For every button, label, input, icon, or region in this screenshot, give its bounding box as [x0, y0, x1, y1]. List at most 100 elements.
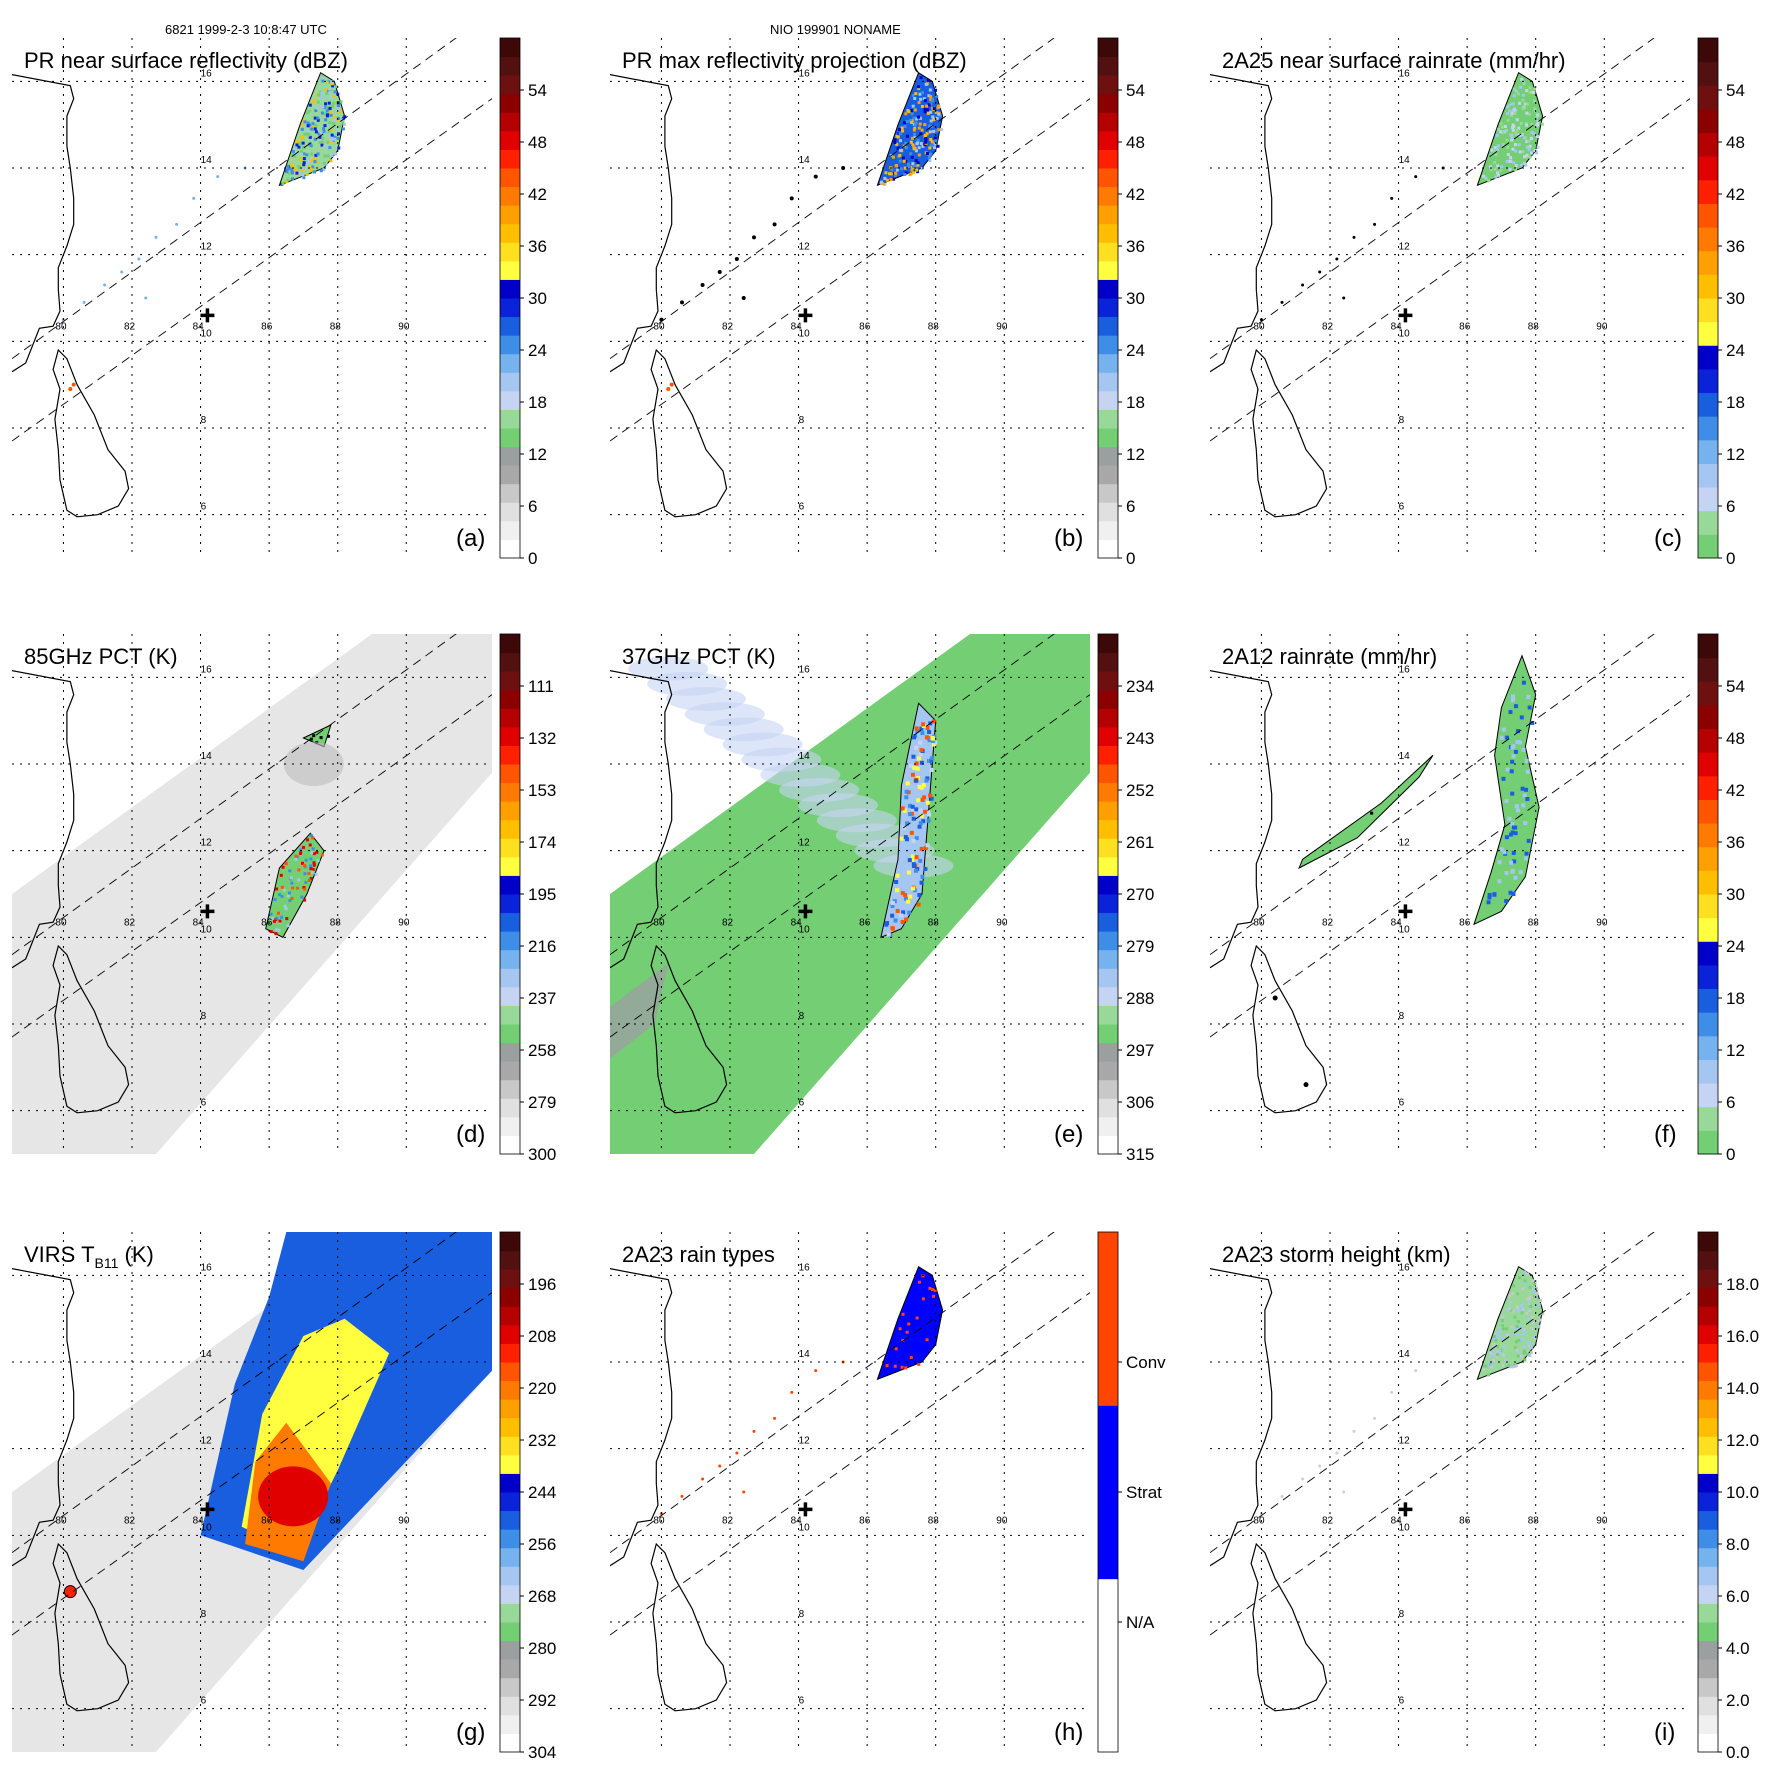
colorbar-segment — [1098, 671, 1118, 691]
colorbar-segment — [1098, 242, 1118, 262]
rain-pixel — [313, 137, 317, 141]
longitude-label: 90 — [996, 917, 1008, 928]
rain-pixel — [328, 91, 332, 95]
rain-pixel — [925, 152, 929, 156]
rain-pixel — [914, 807, 919, 812]
rain-pixel — [290, 162, 294, 166]
rain-pixel — [919, 97, 923, 101]
colorbar-label: 36 — [1726, 237, 1745, 256]
rain-pixel — [1487, 179, 1491, 183]
rain-pixel — [288, 869, 292, 873]
rain-pixel — [1521, 1308, 1525, 1312]
rain-pixel — [1528, 144, 1532, 148]
rain-pixel — [1513, 111, 1517, 115]
colorbar-segment — [1098, 1232, 1118, 1406]
swath-edge-line — [1210, 98, 1690, 442]
rain-pixel — [917, 87, 921, 91]
rain-pixel — [929, 98, 933, 102]
rain-pixel — [903, 896, 908, 901]
longitude-label: 80 — [1253, 1515, 1265, 1526]
rain-pixel — [1509, 133, 1513, 137]
colorbar-segment — [1098, 801, 1118, 821]
rain-pixel — [1535, 151, 1539, 155]
colorbar-segment — [500, 1005, 520, 1025]
colorbar-segment — [500, 634, 520, 654]
rain-pixel — [1504, 835, 1509, 840]
colorbar-segment — [1098, 298, 1118, 318]
rain-pixel — [1528, 1285, 1532, 1289]
rain-pixel — [1524, 163, 1528, 167]
rain-pixel — [1513, 875, 1518, 880]
rain-cell — [735, 1451, 739, 1455]
rain-cell — [701, 1477, 705, 1481]
colorbar-segment — [500, 1492, 520, 1512]
rain-pixel — [908, 812, 913, 817]
rain-pixel — [278, 919, 282, 923]
colorbar-segment — [1098, 1024, 1118, 1044]
colorbar-segment — [1698, 61, 1718, 86]
colorbar-segment — [1698, 85, 1718, 110]
rain-pixel — [309, 144, 313, 148]
rain-pixel — [1528, 155, 1532, 159]
rain-pixel — [885, 921, 890, 926]
rain-pixel — [312, 861, 316, 865]
rain-pixel — [305, 111, 309, 115]
rain-pixel — [937, 128, 941, 132]
rain-pixel — [314, 153, 318, 157]
rain-pixel — [1530, 122, 1534, 126]
rain-pixel — [285, 170, 289, 174]
colorbar-segment — [500, 520, 520, 540]
colorbar-segment — [1698, 1473, 1718, 1493]
swath-edge-line — [12, 1232, 457, 1554]
rain-pixel — [1493, 1334, 1497, 1338]
rain-cell — [144, 296, 148, 300]
colorbar-segment — [1698, 321, 1718, 346]
rain-pixel — [917, 115, 921, 119]
colorbar-segment — [500, 1061, 520, 1081]
colorbar-segment — [1098, 223, 1118, 243]
latitude-label: 14 — [201, 751, 213, 762]
rain-pixel — [328, 121, 332, 125]
rain-cell — [1390, 1390, 1394, 1394]
rain-pixel — [910, 804, 915, 809]
storm-center-cross — [200, 1502, 215, 1517]
rain-pixel — [301, 122, 305, 126]
rain-pixel — [341, 127, 345, 131]
rain-pixel — [925, 108, 929, 112]
longitude-label: 86 — [859, 1515, 871, 1526]
colorbar-segment — [500, 968, 520, 988]
rain-pixel — [1521, 747, 1526, 752]
rain-pixel — [316, 116, 320, 120]
rain-pixel — [893, 138, 897, 142]
rain-pixel — [918, 752, 923, 757]
rain-pixel — [297, 165, 301, 169]
rain-pixel — [925, 843, 930, 848]
rain-pixel — [923, 866, 928, 871]
rain-pixel — [913, 123, 917, 127]
rain-pixel — [1508, 832, 1513, 837]
colorbar-segment — [500, 1417, 520, 1437]
colorbar-segment — [1098, 819, 1118, 839]
colorbar-segment — [1698, 1035, 1718, 1060]
colorbar-segment — [500, 1603, 520, 1623]
colorbar-label: N/A — [1126, 1613, 1155, 1632]
rain-pixel — [295, 140, 299, 144]
rain-pixel — [323, 124, 327, 128]
rain-pixel — [925, 726, 930, 731]
colorbar-segment — [500, 726, 520, 746]
rain-pixel — [1530, 1326, 1534, 1330]
india-coastline — [1210, 1268, 1273, 1567]
rain-pixel — [1521, 106, 1525, 110]
colorbar-segment — [500, 1473, 520, 1493]
latitude-label: 10 — [201, 1522, 213, 1533]
colorbar-segment — [1098, 875, 1118, 895]
rain-pixel — [918, 821, 923, 826]
colorbar-label: 18.0 — [1726, 1275, 1759, 1294]
rain-area — [876, 71, 944, 187]
rain-pixel — [1505, 1333, 1509, 1337]
rain-pixel — [931, 115, 935, 119]
panel-title: 37GHz PCT (K) — [622, 644, 776, 669]
